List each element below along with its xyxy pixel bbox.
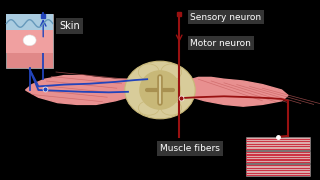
Bar — [246, 168, 310, 169]
Text: Muscle fibers: Muscle fibers — [160, 144, 220, 153]
Bar — [246, 137, 310, 150]
Bar — [246, 157, 310, 158]
Bar — [246, 144, 310, 145]
Ellipse shape — [139, 70, 181, 110]
Bar — [6, 14, 53, 30]
Bar — [246, 175, 310, 176]
Bar — [246, 152, 310, 153]
Bar — [246, 162, 310, 163]
Ellipse shape — [161, 64, 182, 80]
Text: Skin: Skin — [59, 21, 80, 31]
Bar — [246, 170, 310, 171]
Ellipse shape — [161, 101, 182, 115]
Bar — [246, 150, 310, 163]
Bar — [246, 154, 310, 156]
Bar — [6, 14, 53, 68]
Polygon shape — [26, 76, 134, 104]
Text: Motor neuron: Motor neuron — [190, 39, 251, 48]
Bar — [246, 146, 310, 147]
Ellipse shape — [139, 64, 159, 80]
Ellipse shape — [139, 101, 159, 115]
Bar — [246, 141, 310, 142]
Bar — [246, 173, 310, 174]
Bar — [246, 164, 310, 176]
Bar — [246, 165, 310, 166]
Bar — [6, 30, 53, 53]
Bar — [246, 149, 310, 150]
Polygon shape — [186, 77, 288, 106]
Ellipse shape — [23, 35, 36, 46]
Ellipse shape — [125, 61, 195, 119]
Bar — [246, 159, 310, 161]
Bar — [246, 139, 310, 140]
Text: Sensory neuron: Sensory neuron — [190, 13, 261, 22]
